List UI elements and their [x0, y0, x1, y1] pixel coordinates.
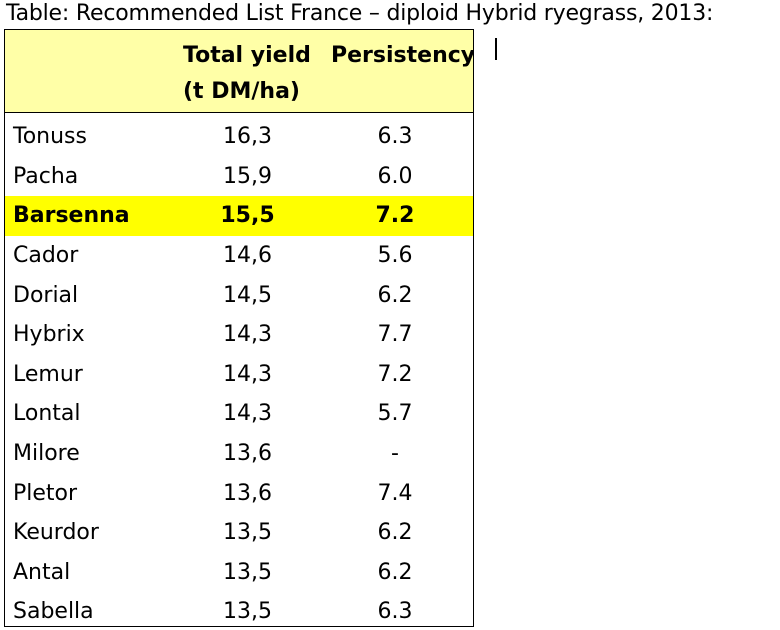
yield-value: 14,3	[223, 401, 272, 427]
yield-value: 13,6	[223, 441, 272, 467]
table-row: Sabella 13,5 6.3	[5, 592, 473, 626]
table-row: Antal 13,5 6.2	[5, 553, 473, 593]
variety-name: Barsenna	[13, 203, 130, 229]
variety-name: Dorial	[13, 282, 79, 308]
persistency-value: 6.2	[377, 559, 413, 585]
variety-table: Total yield (t DM/ha) Persistency Tonuss…	[4, 29, 474, 627]
yield-value: 16,3	[223, 124, 272, 150]
table-row: Pletor 13,6 7.4	[5, 473, 473, 513]
persistency-value: 7.7	[377, 322, 413, 348]
table-row-highlighted: Barsenna 15,5 7.2	[5, 196, 473, 236]
yield-value: 15,9	[223, 163, 272, 189]
table-row: Pacha 15,9 6.0	[5, 157, 473, 197]
table-row: Lemur 14,3 7.2	[5, 355, 473, 395]
header-yield-line2: (t DM/ha)	[183, 79, 300, 104]
yield-value: 14,3	[223, 361, 272, 387]
variety-name: Antal	[13, 559, 71, 585]
variety-name: Pacha	[13, 163, 79, 189]
persistency-value: 7.2	[377, 361, 413, 387]
variety-name: Pletor	[13, 480, 78, 506]
table-row: Tonuss 16,3 6.3	[5, 117, 473, 157]
text-cursor	[495, 38, 497, 60]
yield-value: 14,6	[223, 243, 272, 269]
variety-name: Tonuss	[13, 124, 87, 150]
persistency-value: 7.4	[377, 480, 413, 506]
table-row: Lontal 14,3 5.7	[5, 394, 473, 434]
variety-name: Cador	[13, 243, 79, 269]
persistency-value: 5.7	[377, 401, 413, 427]
persistency-value: 5.6	[377, 243, 413, 269]
header-persistency: Persistency	[331, 43, 474, 68]
variety-name: Keurdor	[13, 520, 99, 546]
table-row: Cador 14,6 5.6	[5, 236, 473, 276]
header-total-yield: Total yield (t DM/ha)	[183, 38, 313, 110]
yield-value: 13,5	[223, 520, 272, 546]
persistency-value: 6.3	[377, 124, 413, 150]
persistency-value: 6.3	[377, 599, 413, 625]
yield-value: 14,5	[223, 282, 272, 308]
table-row: Dorial 14,5 6.2	[5, 275, 473, 315]
persistency-value: 6.2	[377, 520, 413, 546]
yield-value: 13,5	[223, 559, 272, 585]
variety-name: Milore	[13, 441, 80, 467]
persistency-value: 6.2	[377, 282, 413, 308]
persistency-value: 6.0	[377, 163, 413, 189]
persistency-value: 7.2	[375, 203, 415, 229]
variety-name: Sabella	[13, 599, 94, 625]
header-yield-line1: Total yield	[183, 43, 311, 68]
yield-value: 13,5	[223, 599, 272, 625]
table-body: Tonuss 16,3 6.3 Pacha 15,9 6.0 Barsenna 15,5 7.2…	[5, 113, 473, 626]
table-row: Hybrix 14,3 7.7	[5, 315, 473, 355]
persistency-value: -	[391, 441, 399, 467]
table-caption: Table: Recommended List France – diploid…	[6, 1, 714, 26]
table-row: Milore 13,6 -	[5, 434, 473, 474]
yield-value: 14,3	[223, 322, 272, 348]
variety-name: Lemur	[13, 361, 83, 387]
table-row: Keurdor 13,5 6.2	[5, 513, 473, 553]
table-header: Total yield (t DM/ha) Persistency	[5, 30, 473, 113]
yield-value: 13,6	[223, 480, 272, 506]
yield-value: 15,5	[220, 203, 275, 229]
variety-name: Lontal	[13, 401, 81, 427]
variety-name: Hybrix	[13, 322, 85, 348]
